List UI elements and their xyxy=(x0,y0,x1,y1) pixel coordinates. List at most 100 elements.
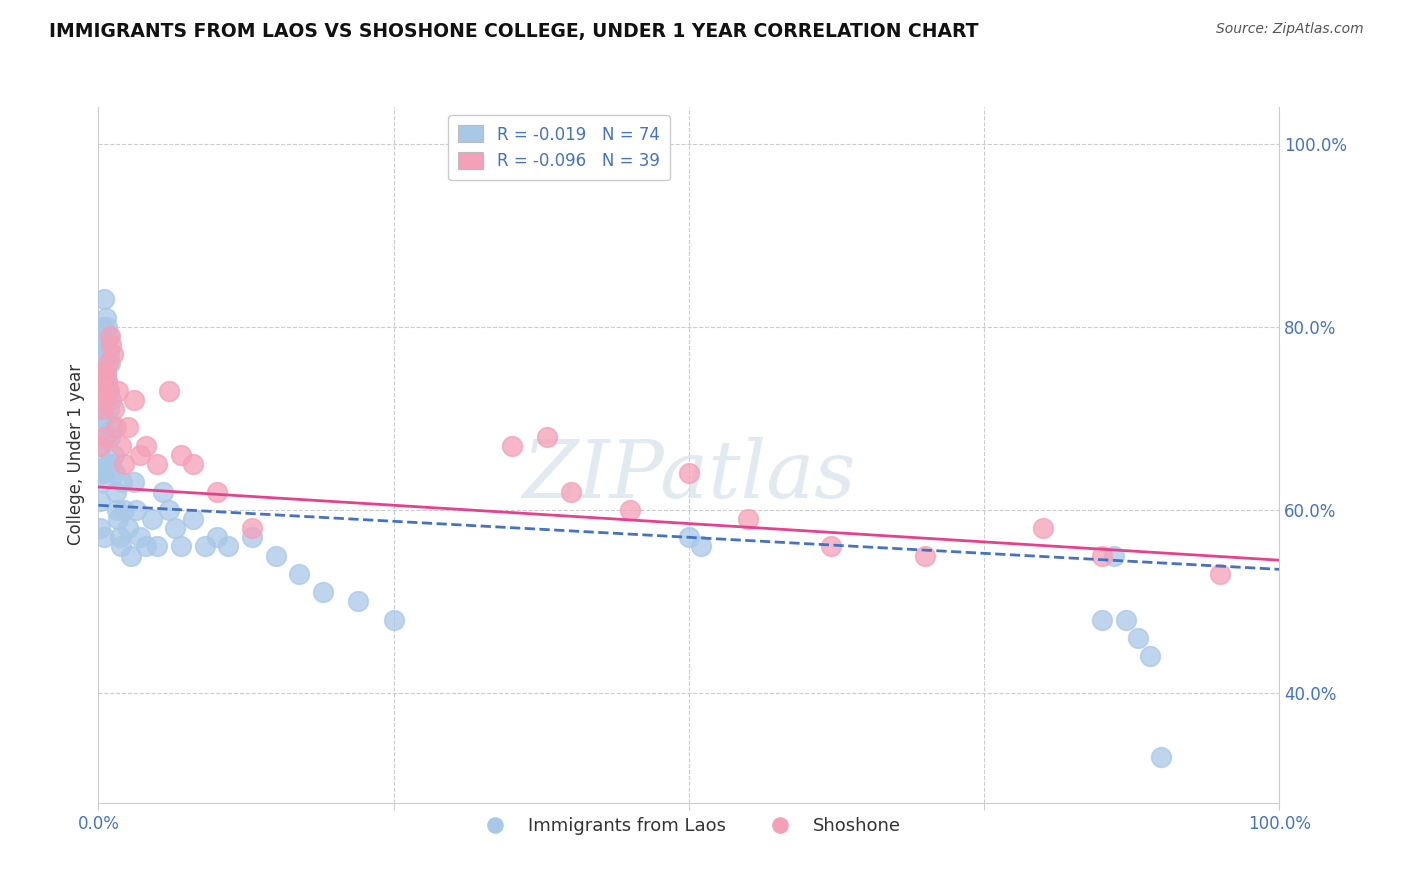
Point xyxy=(107,512,129,526)
Point xyxy=(1091,613,1114,627)
Point xyxy=(194,540,217,554)
Point xyxy=(110,439,132,453)
Point xyxy=(100,392,122,407)
Point xyxy=(135,540,157,554)
Point xyxy=(217,540,239,554)
Point xyxy=(146,457,169,471)
Point xyxy=(91,475,114,490)
Point xyxy=(170,540,193,554)
Point xyxy=(91,467,114,481)
Point xyxy=(98,347,121,361)
Point xyxy=(91,375,114,389)
Point xyxy=(122,392,145,407)
Point xyxy=(105,484,128,499)
Point xyxy=(90,439,112,453)
Point xyxy=(135,439,157,453)
Point xyxy=(240,521,263,535)
Point xyxy=(347,594,370,608)
Point xyxy=(107,384,129,398)
Point xyxy=(91,366,114,380)
Point xyxy=(89,439,111,453)
Point xyxy=(96,457,118,471)
Point xyxy=(117,420,139,434)
Point xyxy=(97,384,120,398)
Point xyxy=(97,356,120,370)
Point xyxy=(91,347,114,361)
Point xyxy=(100,338,122,352)
Point xyxy=(93,293,115,307)
Point xyxy=(98,356,121,370)
Point xyxy=(689,540,711,554)
Point xyxy=(97,329,120,343)
Point xyxy=(152,484,174,499)
Point xyxy=(146,540,169,554)
Point xyxy=(108,530,131,544)
Point xyxy=(103,402,125,417)
Point xyxy=(101,420,124,434)
Text: ZIPatlas: ZIPatlas xyxy=(522,437,856,515)
Point xyxy=(205,484,228,499)
Point xyxy=(240,530,263,544)
Point xyxy=(100,457,122,471)
Point xyxy=(96,375,118,389)
Point xyxy=(560,484,582,499)
Point xyxy=(93,366,115,380)
Point xyxy=(93,467,115,481)
Point xyxy=(1150,750,1173,764)
Point xyxy=(157,384,180,398)
Point xyxy=(91,338,114,352)
Point xyxy=(170,448,193,462)
Point xyxy=(89,493,111,508)
Point xyxy=(90,384,112,398)
Point xyxy=(101,347,124,361)
Point xyxy=(165,521,187,535)
Point xyxy=(89,521,111,535)
Point xyxy=(98,402,121,417)
Text: IMMIGRANTS FROM LAOS VS SHOSHONE COLLEGE, UNDER 1 YEAR CORRELATION CHART: IMMIGRANTS FROM LAOS VS SHOSHONE COLLEGE… xyxy=(49,22,979,41)
Point xyxy=(90,384,112,398)
Point xyxy=(111,475,134,490)
Point xyxy=(98,429,121,443)
Point xyxy=(128,530,150,544)
Point xyxy=(98,384,121,398)
Point xyxy=(382,613,405,627)
Point xyxy=(737,512,759,526)
Point xyxy=(1209,566,1232,581)
Point xyxy=(914,549,936,563)
Point xyxy=(1032,521,1054,535)
Point xyxy=(122,475,145,490)
Point xyxy=(93,429,115,443)
Point xyxy=(1091,549,1114,563)
Point xyxy=(678,530,700,544)
Text: Source: ZipAtlas.com: Source: ZipAtlas.com xyxy=(1216,22,1364,37)
Point xyxy=(288,566,311,581)
Legend: Immigrants from Laos, Shoshone: Immigrants from Laos, Shoshone xyxy=(470,810,908,842)
Point xyxy=(121,549,143,563)
Point xyxy=(141,512,163,526)
Point xyxy=(91,402,114,417)
Point xyxy=(678,467,700,481)
Point xyxy=(536,429,558,443)
Point xyxy=(94,310,117,325)
Point xyxy=(93,411,115,425)
Point xyxy=(105,503,128,517)
Point xyxy=(96,375,118,389)
Point xyxy=(94,366,117,380)
Point xyxy=(105,420,128,434)
Point xyxy=(117,521,139,535)
Y-axis label: College, Under 1 year: College, Under 1 year xyxy=(66,364,84,546)
Point xyxy=(112,503,135,517)
Point xyxy=(181,512,204,526)
Point xyxy=(94,429,117,443)
Point xyxy=(91,319,114,334)
Point xyxy=(93,530,115,544)
Point xyxy=(93,329,115,343)
Point xyxy=(104,467,127,481)
Point xyxy=(1102,549,1125,563)
Point xyxy=(1115,613,1137,627)
Point xyxy=(205,530,228,544)
Point xyxy=(619,503,641,517)
Point xyxy=(96,319,118,334)
Point xyxy=(264,549,287,563)
Point xyxy=(97,457,120,471)
